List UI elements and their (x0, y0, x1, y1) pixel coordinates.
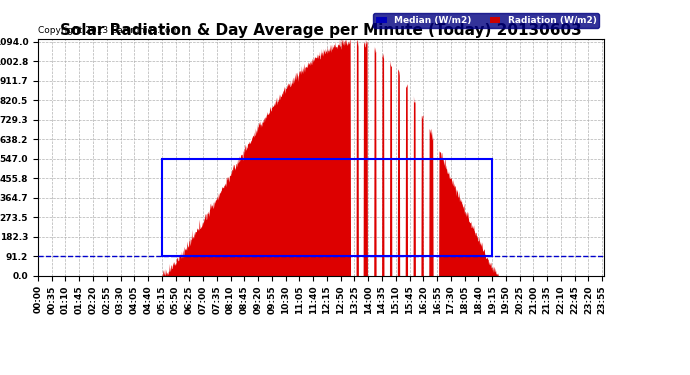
Title: Solar Radiation & Day Average per Minute (Today) 20130603: Solar Radiation & Day Average per Minute… (60, 23, 582, 38)
Text: Copyright 2013 Cartronics.com: Copyright 2013 Cartronics.com (38, 26, 179, 34)
Legend: Median (W/m2), Radiation (W/m2): Median (W/m2), Radiation (W/m2) (373, 13, 599, 28)
Bar (161, 159, 492, 256)
